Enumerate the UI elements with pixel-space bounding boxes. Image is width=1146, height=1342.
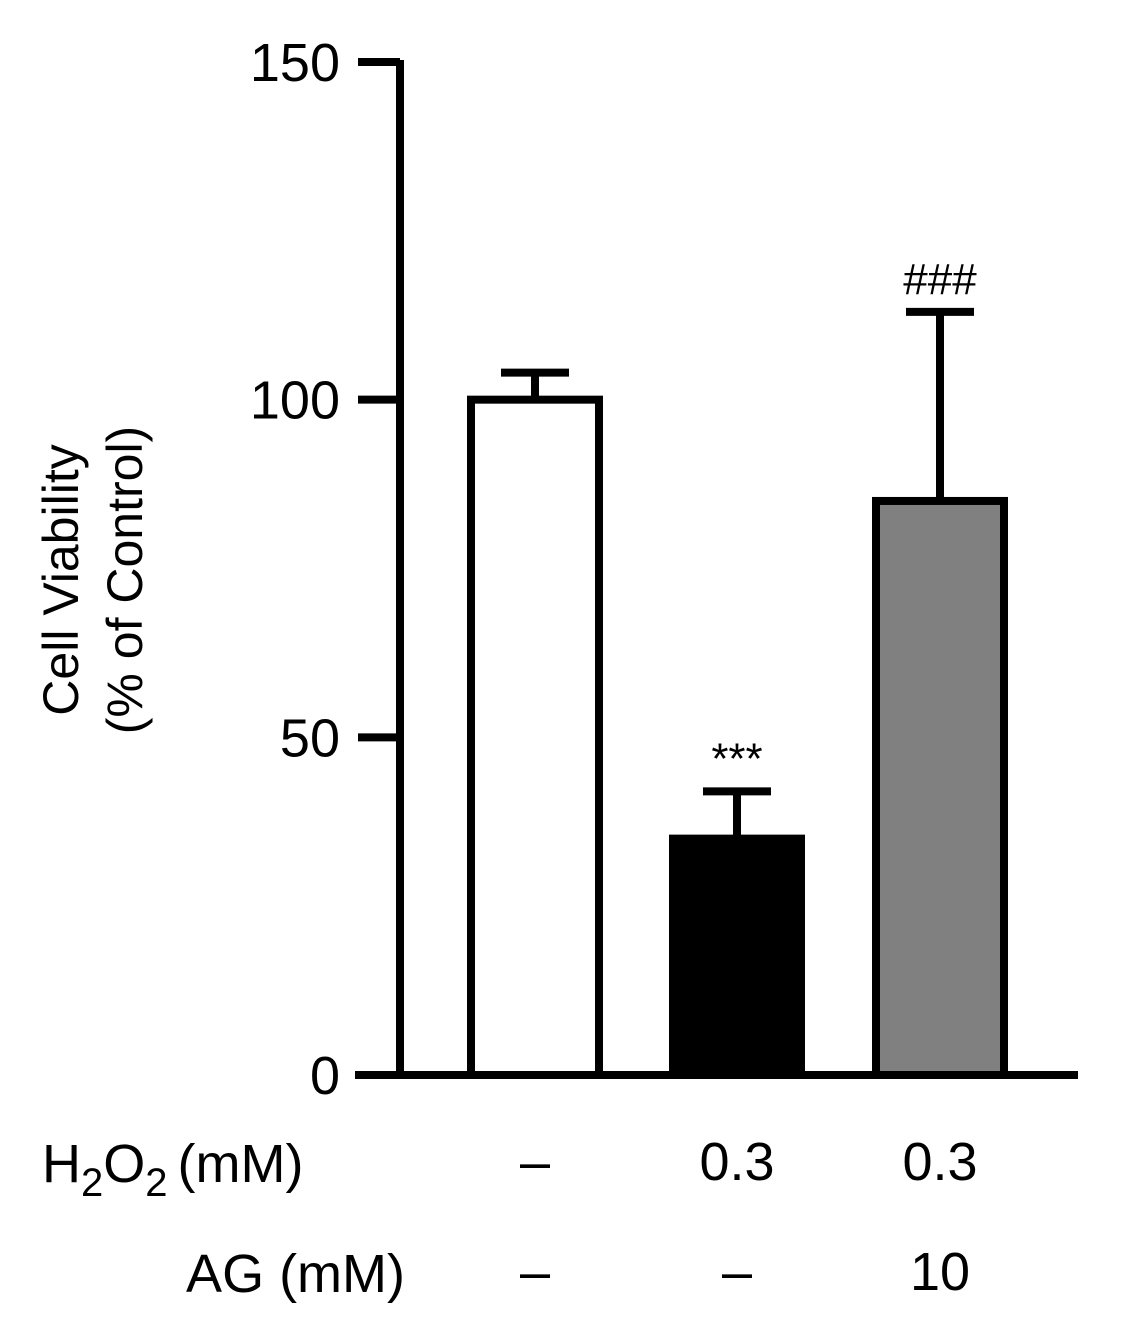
treatment-row-ag: AG (mM) – – 10 xyxy=(186,1242,970,1304)
significance-label: ### xyxy=(903,255,977,304)
significance-label: *** xyxy=(711,734,762,783)
y-tick-label: 50 xyxy=(280,708,340,768)
h2o2-value-3: 0.3 xyxy=(902,1132,977,1192)
h2o2-row-label: H2O2 (mM) xyxy=(42,1134,303,1205)
h2o2-value-1: – xyxy=(520,1132,550,1192)
ag-value-3: 10 xyxy=(910,1242,970,1302)
ag-row-label: AG (mM) xyxy=(186,1244,405,1304)
y-axis-title-line-1: Cell Viability xyxy=(33,444,89,715)
bar xyxy=(467,395,603,1079)
h2o2-value-2: 0.3 xyxy=(699,1132,774,1192)
bar xyxy=(872,496,1008,1079)
y-axis-title: Cell Viability (% of Control) xyxy=(33,426,153,734)
y-axis-ticks: 0 50 100 150 xyxy=(250,33,400,1106)
treatment-row-h2o2: H2O2 (mM) – 0.3 0.3 xyxy=(42,1132,978,1205)
y-axis-title-line-2: (% of Control) xyxy=(97,426,153,734)
bar-series: *** ### xyxy=(467,255,1008,1080)
y-tick-label: 0 xyxy=(310,1046,340,1106)
ag-value-2: – xyxy=(722,1242,752,1302)
y-tick-label: 150 xyxy=(250,33,340,93)
ag-value-1: – xyxy=(520,1242,550,1302)
y-tick-label: 100 xyxy=(250,371,340,431)
bar xyxy=(669,834,805,1080)
